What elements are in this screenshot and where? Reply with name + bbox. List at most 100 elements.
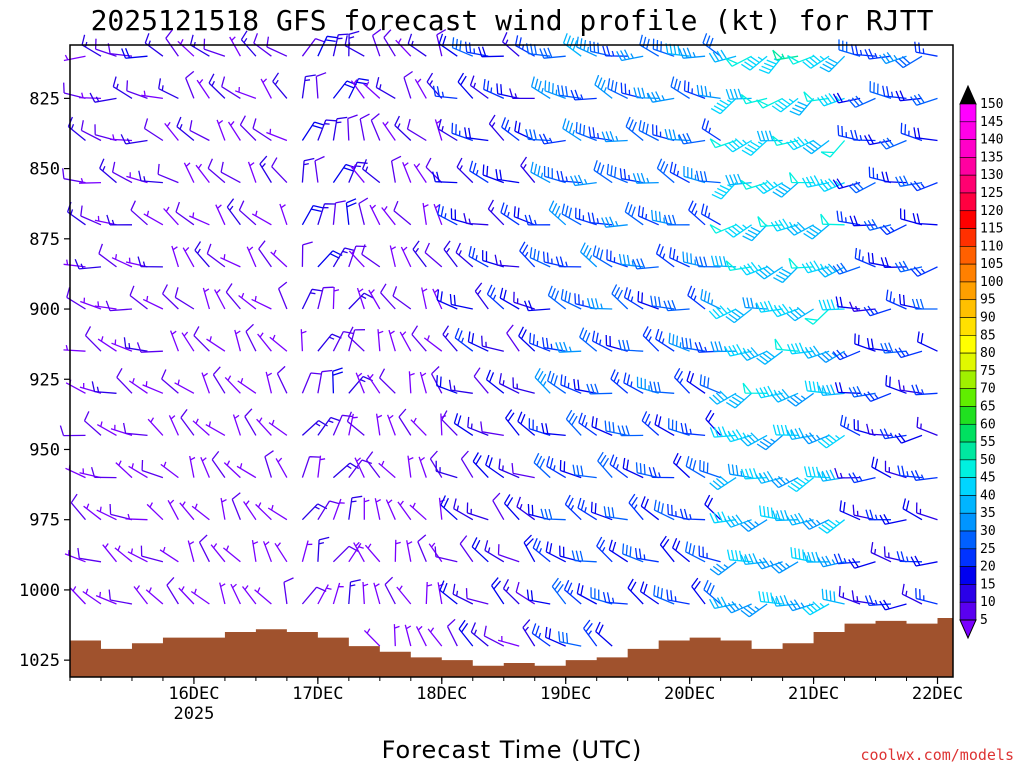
wind-barb bbox=[232, 414, 242, 436]
wind-barb-path bbox=[497, 635, 520, 647]
wind-barb-path bbox=[441, 410, 458, 436]
wind-barb bbox=[756, 130, 783, 142]
colorbar-swatch bbox=[959, 121, 977, 140]
wind-barb-path bbox=[564, 494, 582, 521]
wind-barb bbox=[739, 261, 768, 276]
wind-barb-path bbox=[526, 589, 551, 605]
wind-barb bbox=[111, 254, 133, 268]
wind-barb-path bbox=[472, 452, 489, 479]
wind-barb-path bbox=[724, 138, 752, 153]
wind-barb-path bbox=[576, 583, 598, 605]
wind-barb bbox=[540, 508, 566, 521]
wind-barb-path bbox=[361, 244, 381, 268]
wind-barb-path bbox=[546, 370, 567, 394]
wind-barb bbox=[771, 595, 799, 607]
wind-barb-path bbox=[175, 201, 195, 226]
wind-barb-path bbox=[638, 120, 659, 142]
wind-barb bbox=[459, 535, 474, 563]
wind-barb-path bbox=[189, 212, 210, 226]
wind-barb bbox=[332, 330, 354, 352]
wind-barb bbox=[301, 121, 325, 141]
wind-barb-path bbox=[363, 628, 381, 647]
wind-barb bbox=[770, 475, 799, 489]
wind-barb bbox=[332, 414, 353, 436]
wind-barb bbox=[682, 251, 706, 268]
wind-barb-path bbox=[260, 78, 272, 99]
wind-barb bbox=[710, 341, 737, 353]
wind-barb-path bbox=[625, 116, 644, 142]
wind-barb-path bbox=[102, 543, 118, 563]
wind-barb-path bbox=[688, 200, 706, 226]
wind-barb bbox=[467, 331, 489, 352]
wind-barb-path bbox=[538, 133, 566, 145]
wind-barb-path bbox=[458, 619, 474, 647]
wind-barb bbox=[97, 336, 117, 352]
wind-barb-path bbox=[187, 540, 195, 562]
wind-barb-path bbox=[214, 289, 226, 310]
wind-barb-path bbox=[525, 128, 551, 142]
wind-barb bbox=[406, 540, 413, 562]
wind-barb bbox=[251, 539, 259, 562]
wind-barb-path bbox=[269, 334, 288, 352]
wind-barb bbox=[839, 414, 861, 436]
x-tick-label: 20DEC bbox=[664, 684, 715, 704]
wind-barb bbox=[610, 369, 629, 394]
wind-barb-path bbox=[678, 47, 706, 59]
wind-barb bbox=[854, 333, 876, 352]
wind-barb bbox=[472, 452, 489, 479]
wind-barb bbox=[220, 254, 241, 268]
wind-barb bbox=[467, 416, 489, 437]
wind-barb bbox=[673, 367, 691, 394]
colorbar-label: 10 bbox=[980, 595, 996, 610]
wind-barb bbox=[427, 627, 443, 647]
wind-barb-path bbox=[864, 595, 892, 607]
wind-barb bbox=[169, 330, 180, 352]
wind-barb-path bbox=[317, 119, 337, 141]
wind-barb bbox=[270, 249, 288, 268]
wind-barb bbox=[96, 506, 117, 521]
wind-barb-path bbox=[317, 35, 338, 57]
wind-barb-path bbox=[770, 303, 799, 318]
wind-barb-path bbox=[195, 163, 210, 183]
wind-barb-path bbox=[517, 411, 536, 436]
wind-barb-path bbox=[412, 240, 427, 268]
wind-barb bbox=[699, 459, 721, 479]
wind-barb-path bbox=[130, 200, 148, 226]
wind-barb-path bbox=[801, 432, 830, 445]
wind-barb-path bbox=[710, 341, 737, 353]
wind-barb-path bbox=[78, 177, 102, 184]
wind-barb-path bbox=[224, 375, 241, 394]
wind-barb-path bbox=[270, 249, 288, 268]
wind-barb bbox=[140, 545, 164, 563]
wind-barb bbox=[497, 635, 520, 647]
wind-barb bbox=[740, 553, 768, 566]
wind-barb bbox=[587, 212, 613, 226]
wind-barb-path bbox=[482, 164, 505, 184]
wind-barb-path bbox=[602, 591, 628, 605]
wind-barb bbox=[848, 95, 876, 108]
wind-barb-path bbox=[468, 245, 489, 268]
wind-barb bbox=[483, 625, 505, 647]
wind-barb-path bbox=[470, 622, 489, 647]
wind-barb-path bbox=[558, 631, 582, 647]
wind-barb-path bbox=[452, 583, 474, 605]
credit-link[interactable]: coolwx.com/models bbox=[860, 746, 1014, 764]
wind-barb-path bbox=[65, 464, 86, 479]
wind-barb bbox=[570, 89, 597, 101]
wind-barb-path bbox=[422, 202, 429, 225]
colorbar-swatch bbox=[959, 406, 977, 425]
wind-barb-path bbox=[481, 335, 504, 352]
wind-barb-path bbox=[803, 224, 830, 240]
wind-barb-path bbox=[542, 251, 566, 268]
wind-barb-path bbox=[551, 577, 567, 605]
wind-barb-path bbox=[543, 166, 566, 184]
wind-barb bbox=[755, 300, 783, 313]
wind-barb bbox=[709, 511, 737, 524]
colorbar-label: 110 bbox=[980, 239, 1003, 254]
wind-barb-path bbox=[355, 372, 365, 394]
wind-barb-path bbox=[623, 287, 644, 310]
wind-barb bbox=[670, 76, 690, 99]
wind-barb bbox=[262, 541, 273, 563]
wind-barb bbox=[653, 499, 675, 521]
wind-barb-path bbox=[634, 547, 659, 563]
